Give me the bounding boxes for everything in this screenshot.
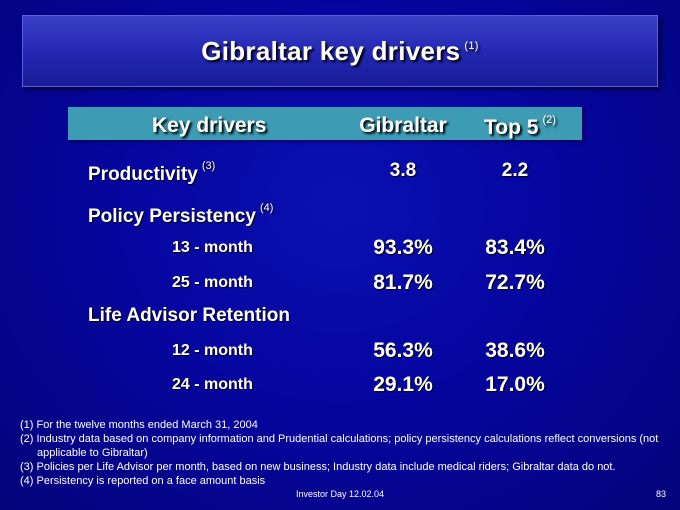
header-cell: Top 5 (2): [484, 114, 556, 140]
top5-value: 17.0%: [485, 373, 545, 396]
title-note: (1): [464, 39, 479, 52]
title: Gibraltar key drivers (1): [201, 36, 479, 67]
gibraltar-value: 93.3%: [373, 236, 433, 259]
top5-value: 38.6%: [485, 339, 545, 362]
footnote: (1) For the twelve months ended March 31…: [20, 419, 258, 431]
top5-value: 2.2: [501, 160, 529, 181]
title-box: Gibraltar key drivers (1): [22, 15, 658, 87]
footnotes: (1) For the twelve months ended March 31…: [20, 418, 665, 488]
gibraltar-value: 3.8: [389, 160, 417, 181]
gibraltar-value: 81.7%: [373, 271, 433, 294]
footer: Investor Day 12.02.04: [295, 489, 385, 499]
top5-value: 83.4%: [485, 236, 545, 259]
row-note: (4): [259, 202, 274, 214]
footnote: (4) Persistency is reported on a face am…: [20, 475, 266, 487]
title-text: Gibraltar key drivers: [201, 35, 461, 66]
row-label: Productivity (3): [88, 160, 215, 186]
header-text: Top 5: [484, 116, 539, 139]
header-cell: Gibraltar: [359, 114, 447, 137]
footnote: (3) Policies per Life Advisor per month,…: [20, 461, 616, 473]
row-label-text: Life Advisor Retention: [88, 305, 290, 326]
table-header: [68, 107, 582, 140]
row-label-text: Policy Persistency: [88, 206, 256, 227]
header-note: (2): [542, 114, 556, 126]
sub-row-label: 13 - month: [172, 239, 253, 256]
gibraltar-value: 29.1%: [373, 373, 433, 396]
row-label: Policy Persistency (4): [88, 202, 273, 228]
sub-row-label: 24 - month: [172, 376, 253, 393]
row-note: (3): [201, 160, 216, 172]
row-label-text: Productivity: [88, 164, 198, 185]
page-number: 83: [655, 489, 666, 499]
sub-row-label: 12 - month: [172, 342, 253, 359]
sub-row-label: 25 - month: [172, 274, 253, 291]
gibraltar-value: 56.3%: [373, 339, 433, 362]
top5-value: 72.7%: [485, 271, 545, 294]
footnote: (2) Industry data based on company infor…: [20, 433, 659, 459]
header-cell: Key drivers: [152, 114, 267, 137]
row-label: Life Advisor Retention: [88, 305, 290, 327]
